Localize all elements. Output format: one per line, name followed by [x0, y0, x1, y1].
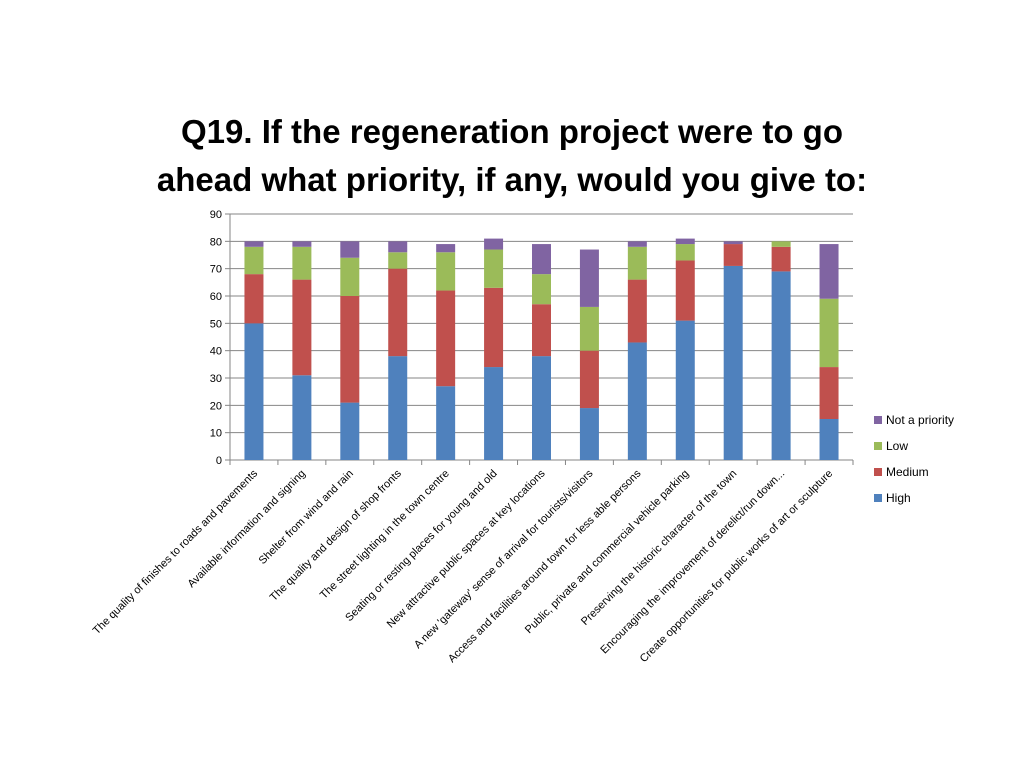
y-tick-label: 50 — [210, 318, 222, 330]
bar-high — [723, 265, 743, 460]
bar-not-a-priority — [292, 241, 312, 247]
bar-not-a-priority — [244, 241, 264, 247]
bar-medium — [244, 274, 264, 324]
chart-title: Q19. If the regeneration project were to… — [0, 108, 1024, 204]
bar-medium — [340, 296, 360, 403]
bar-low — [244, 246, 264, 275]
bar-high — [771, 271, 791, 460]
bar-medium — [819, 367, 839, 419]
legend-label: High — [886, 491, 911, 505]
bar-medium — [723, 244, 743, 266]
bar-high — [436, 386, 456, 460]
y-tick-label: 30 — [210, 373, 222, 385]
bar-medium — [675, 260, 695, 321]
bar-high — [292, 375, 312, 460]
bar-low — [627, 246, 647, 280]
legend-swatch — [874, 416, 882, 424]
y-tick-label: 0 — [216, 455, 222, 467]
bar-not-a-priority — [484, 238, 504, 250]
y-tick-label: 80 — [210, 236, 222, 248]
bar-low — [532, 274, 551, 305]
x-category-label: The quality of finishes to roads and pav… — [91, 467, 261, 637]
bar-high — [484, 367, 504, 460]
bar-not-a-priority — [436, 244, 456, 253]
y-tick-label: 40 — [210, 346, 222, 358]
bar-high — [579, 408, 599, 460]
bar-medium — [436, 290, 456, 387]
bar-high — [532, 356, 551, 460]
y-tick-label: 20 — [210, 400, 222, 412]
y-tick-label: 90 — [210, 209, 222, 221]
chart-title-line-1: Q19. If the regeneration project were to… — [181, 113, 843, 150]
legend-swatch — [874, 468, 882, 476]
bar-low — [819, 298, 839, 368]
bar-low — [436, 252, 456, 291]
bar-not-a-priority — [579, 249, 599, 307]
x-category-label: Shelter from wind and rain — [257, 468, 356, 567]
bar-high — [819, 419, 839, 460]
bar-not-a-priority — [819, 244, 839, 299]
chart-title-line-2: ahead what priority, if any, would you g… — [156, 161, 868, 198]
bar-low — [484, 249, 504, 288]
bar-high — [675, 320, 695, 460]
x-category-label: A new 'gateway' sense of arrival for tou… — [412, 467, 596, 651]
bar-medium — [388, 268, 408, 357]
bar-high — [340, 402, 360, 460]
bar-not-a-priority — [388, 241, 408, 253]
bar-medium — [532, 304, 551, 357]
legend-swatch — [874, 494, 882, 502]
bar-medium — [484, 287, 504, 368]
x-category-label: Encouraging the improvement of derelict/… — [598, 468, 787, 657]
x-category-label: Public, private and commercial vehicle p… — [523, 468, 691, 636]
bar-not-a-priority — [340, 241, 360, 258]
bar-not-a-priority — [627, 241, 647, 247]
legend-label: Medium — [886, 465, 929, 479]
bar-low — [292, 246, 312, 280]
bar-low — [675, 244, 695, 261]
bar-high — [388, 356, 408, 460]
bar-low — [388, 252, 408, 269]
bar-low — [579, 306, 599, 351]
legend-label: Low — [886, 439, 908, 453]
bar-medium — [627, 279, 647, 343]
bar-not-a-priority — [675, 238, 695, 245]
bar-low — [771, 241, 791, 247]
bar-high — [244, 323, 264, 460]
legend-label: Not a priority — [886, 413, 954, 427]
y-tick-label: 60 — [210, 291, 222, 303]
legend-swatch — [874, 442, 882, 450]
y-tick-label: 10 — [210, 428, 222, 440]
bar-medium — [771, 246, 791, 272]
bar-low — [340, 257, 360, 296]
y-tick-label: 70 — [210, 264, 222, 276]
bar-not-a-priority — [723, 241, 743, 245]
bar-not-a-priority — [532, 244, 551, 275]
bar-medium — [579, 350, 599, 409]
bar-medium — [292, 279, 312, 376]
bar-high — [627, 342, 647, 460]
